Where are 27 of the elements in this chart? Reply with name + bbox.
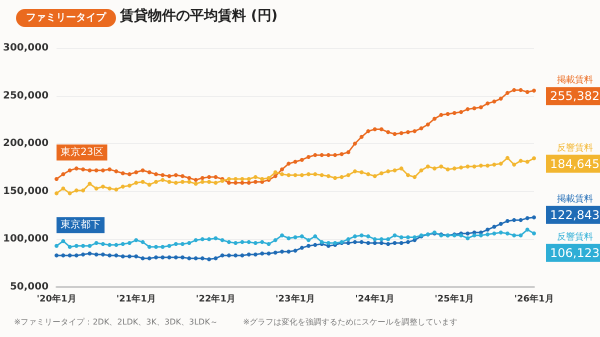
x-tick-label: '23年1月 — [276, 294, 316, 304]
chart-subtitle: ファミリータイプ — [26, 12, 107, 24]
chart-title: 賃貸物件の平均賃料 (円) — [119, 7, 278, 24]
y-tick-label: 300,000 — [3, 42, 49, 54]
text: ※ファミリータイプ：2DK、2LDK、3K、3DK、3LDK～ — [14, 318, 218, 326]
data-label: 106,123 — [550, 246, 600, 260]
x-tick-label: '22年1月 — [196, 294, 236, 304]
data-label: 184,645 — [550, 156, 600, 171]
y-tick-label: 150,000 — [3, 186, 49, 197]
x-tick-label: '24年1月 — [355, 294, 395, 304]
x-tick-label: '21年1月 — [116, 294, 156, 304]
text: 掲載賃料 — [556, 193, 593, 204]
y-tick-label: 100,000 — [3, 234, 49, 245]
y-tick-label: 50,000 — [10, 282, 49, 292]
text: 掲載賃料 — [556, 74, 593, 86]
text: ※グラフは変化を強調するためにスケールを調整しています — [243, 318, 458, 326]
data-label: 255,382 — [550, 89, 600, 104]
text: 反響賃料 — [556, 231, 593, 242]
x-tick-label: '25年1月 — [434, 294, 474, 304]
x-tick-label: '26年1月 — [514, 294, 554, 304]
text: 反響賃料 — [556, 142, 593, 154]
data-label: 122,843 — [550, 208, 600, 222]
x-tick-label: '20年1月 — [36, 294, 76, 304]
annotation: 東京23区 — [60, 146, 104, 158]
y-tick-label: 250,000 — [3, 90, 49, 102]
annotation: 東京都下 — [60, 218, 101, 231]
y-tick-label: 200,000 — [3, 138, 49, 150]
